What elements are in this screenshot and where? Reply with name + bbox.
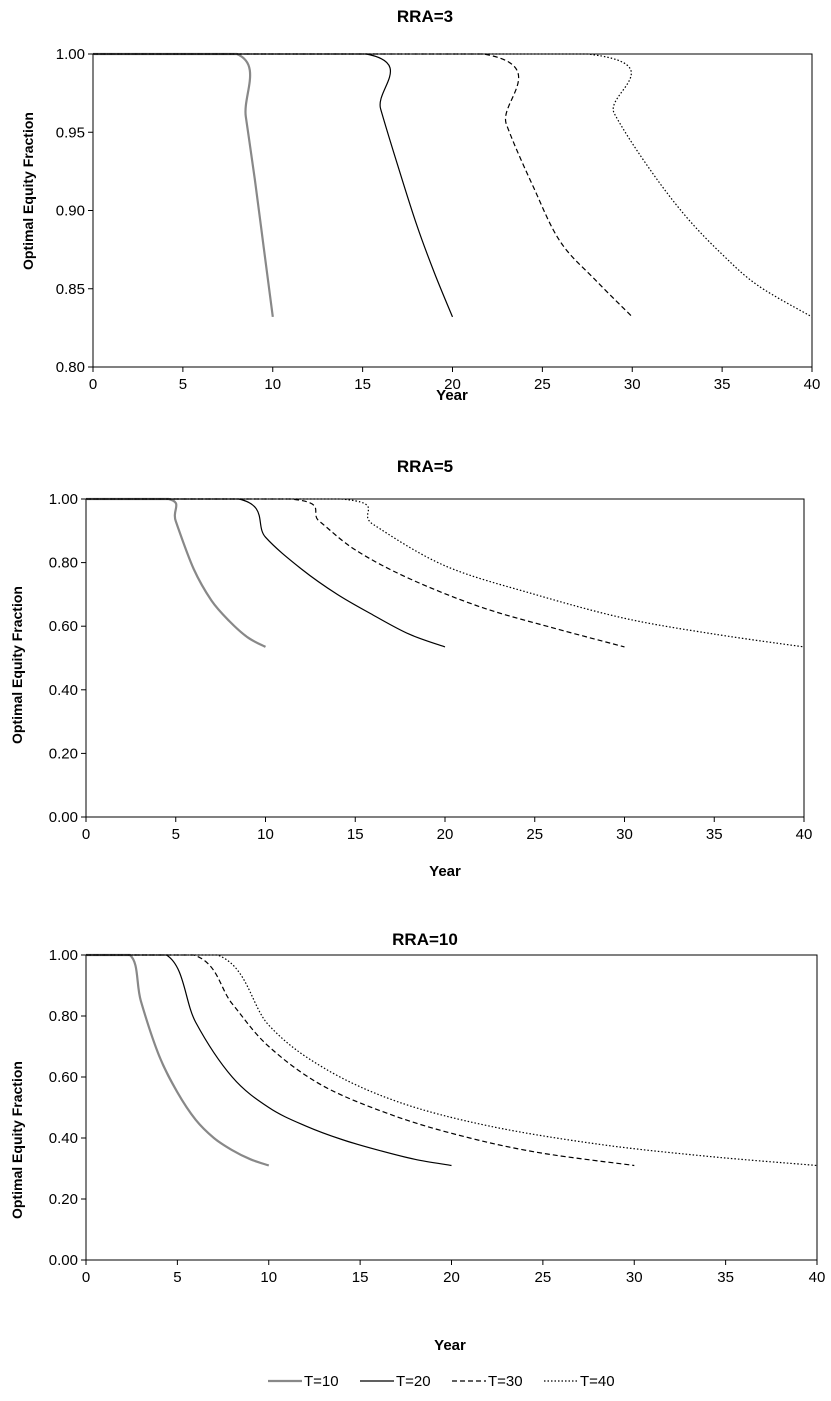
x-tick-label: 25: [534, 376, 551, 393]
x-tick-label: 30: [616, 826, 633, 843]
x-tick-label: 20: [443, 1269, 460, 1286]
x-tick-label: 0: [82, 1269, 90, 1286]
x-tick-label: 0: [89, 376, 97, 393]
y-tick-label: 0.00: [49, 1252, 78, 1269]
x-tick-label: 0: [82, 826, 90, 843]
x-tick-label: 10: [260, 1269, 277, 1286]
x-tick-label: 30: [626, 1269, 643, 1286]
legend-label: T=40: [580, 1373, 615, 1390]
plot-frame: [92, 53, 813, 368]
plot-frame: [85, 954, 818, 1261]
x-tick-label: 10: [257, 826, 274, 843]
series-line-t-10: [86, 497, 267, 648]
x-axis-label: Year: [436, 387, 468, 404]
chart-title: RRA=10: [392, 930, 458, 949]
chart-rra-5: RRA=5 Optimal Equity Fraction Year 0 5 10 1…: [9, 457, 812, 880]
chart-rra-10: RRA=10 Optimal Equity Fraction Year 0 5 10…: [9, 930, 825, 1354]
plot-area: 0 5 10 15 20 25 30 35 40 0.00 0.20 0.40 0.60 0.80 1.00: [49, 947, 826, 1286]
series-line-t-30: [86, 954, 635, 1167]
y-tick-label: 0.40: [49, 682, 78, 699]
plot-frame: [85, 498, 805, 818]
series-line-t-20: [86, 954, 452, 1167]
series-line-t-30: [93, 53, 633, 318]
y-tick-label: 0.60: [49, 618, 78, 635]
x-tick-label: 40: [809, 1269, 826, 1286]
x-tick-label: 40: [796, 826, 813, 843]
series-line-t-40: [86, 498, 805, 648]
y-tick-label: 0.20: [49, 745, 78, 762]
x-tick-label: 5: [173, 1269, 181, 1286]
legend-label: T=10: [304, 1373, 339, 1390]
x-tick-label: 15: [354, 376, 371, 393]
plot-area: 0 5 10 15 20 25 30 35 40 0.80 0.85 0.90 0.95 1.00: [56, 46, 821, 393]
x-tick-label: 20: [437, 826, 454, 843]
y-tick-label: 0.95: [56, 124, 85, 141]
series-line-t-40: [86, 954, 818, 1167]
y-tick-label: 0.90: [56, 203, 85, 220]
x-tick-label: 25: [535, 1269, 552, 1286]
y-tick-label: 0.85: [56, 281, 85, 298]
legend-label: T=30: [488, 1373, 523, 1390]
chart-title: RRA=3: [397, 7, 453, 26]
y-tick-label: 1.00: [49, 491, 78, 508]
x-tick-label: 25: [526, 826, 543, 843]
y-tick-label: 0.80: [49, 555, 78, 572]
y-axis-label: Optimal Equity Fraction: [9, 586, 25, 744]
y-tick-label: 1.00: [49, 947, 78, 964]
series-line-t-10: [86, 953, 270, 1167]
x-tick-label: 35: [717, 1269, 734, 1286]
series-line-t-20: [93, 53, 454, 318]
y-tick-label: 0.60: [49, 1069, 78, 1086]
series-line-t-30: [86, 498, 625, 648]
x-axis-label: Year: [429, 863, 461, 880]
y-tick-label: 0.40: [49, 1130, 78, 1147]
x-tick-label: 15: [347, 826, 364, 843]
chart-title: RRA=5: [397, 457, 453, 476]
legend: T=10 T=20 T=30 T=40: [268, 1373, 615, 1390]
y-axis-label: Optimal Equity Fraction: [20, 112, 36, 270]
series-line-t-40: [93, 53, 813, 318]
x-axis-label: Year: [434, 1337, 466, 1354]
y-tick-label: 0.80: [49, 1008, 78, 1025]
x-tick-label: 5: [179, 376, 187, 393]
plot-area: 0 5 10 15 20 25 30 35 40 0.00 0.20 0.40 0.60 0.80 1.00: [49, 491, 813, 843]
y-tick-label: 0.80: [56, 359, 85, 376]
x-tick-label: 35: [706, 826, 723, 843]
x-tick-label: 40: [804, 376, 821, 393]
x-tick-label: 15: [352, 1269, 369, 1286]
y-tick-label: 0.00: [49, 809, 78, 826]
legend-label: T=20: [396, 1373, 431, 1390]
x-tick-label: 30: [624, 376, 641, 393]
x-tick-label: 20: [444, 376, 461, 393]
x-tick-label: 35: [714, 376, 731, 393]
series-line-t-10: [93, 52, 274, 318]
x-tick-label: 10: [264, 376, 281, 393]
chart-rra-3: RRA=3 Optimal Equity Fraction Year 0 5 10 1…: [20, 7, 820, 404]
series-line-t-20: [86, 498, 446, 648]
x-tick-label: 5: [172, 826, 180, 843]
y-tick-label: 1.00: [56, 46, 85, 63]
y-axis-label: Optimal Equity Fraction: [9, 1061, 25, 1219]
y-tick-label: 0.20: [49, 1191, 78, 1208]
